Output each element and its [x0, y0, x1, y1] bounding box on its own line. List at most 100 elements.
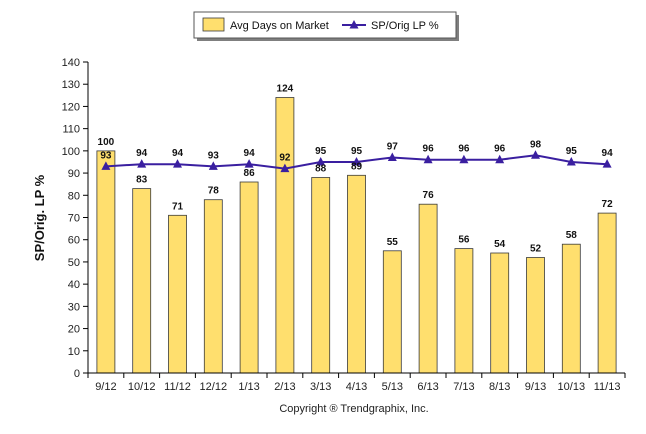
x-tick-label: 3/13 — [310, 381, 331, 393]
bar-value-label: 56 — [458, 235, 470, 246]
line-point-11/12 — [173, 159, 182, 168]
x-tick-label: 9/12 — [95, 381, 116, 393]
y-tick-label: 130 — [62, 79, 80, 91]
x-tick-label: 6/13 — [417, 381, 438, 393]
line-point-2/13 — [280, 163, 290, 173]
line-value-label: 96 — [494, 144, 506, 155]
bar-10/12 — [132, 188, 152, 374]
line-series — [101, 150, 612, 173]
bar-3/13 — [311, 177, 331, 374]
line-point-10/12 — [137, 159, 147, 168]
axes: 0 10 20 30 40 50 60 70 80 90 100 110 120 130 140 9/12 10… — [62, 57, 626, 393]
bar-9/13 — [526, 257, 545, 374]
line-value-label: 93 — [100, 150, 112, 161]
bar-value-label: 83 — [136, 175, 148, 186]
line-value-label: 94 — [244, 148, 256, 159]
line-point-3/13 — [316, 156, 326, 166]
line-value-label: 94 — [136, 148, 148, 159]
line-value-label: 95 — [566, 146, 578, 157]
bar-2/13 — [275, 97, 295, 374]
y-tick-label: 80 — [68, 190, 80, 202]
bar-11/13 — [597, 212, 617, 374]
x-tick-label: 1/13 — [238, 381, 259, 393]
line-point-1/13 — [244, 159, 254, 168]
x-tick-label: 5/13 — [382, 381, 403, 393]
bar-value-label: 58 — [566, 230, 578, 241]
x-tick-label: 4/13 — [346, 381, 367, 393]
line-point-9/12 — [101, 161, 111, 170]
bar-6/13 — [418, 203, 438, 374]
line-value-label: 96 — [423, 144, 435, 155]
bar-series — [96, 97, 617, 374]
x-tick-label: 8/13 — [489, 381, 510, 393]
legend: Avg Days on Market SP/Orig LP % — [193, 11, 459, 41]
line-value-label: 95 — [315, 146, 327, 157]
bar-10/13 — [561, 243, 581, 374]
line-point-10/13 — [566, 156, 576, 166]
bar-value-label: 100 — [98, 137, 115, 148]
line-value-label: 94 — [172, 148, 184, 159]
y-axis-label: SP/Orig. LP % — [32, 174, 47, 261]
y-tick-label: 10 — [68, 346, 80, 358]
legend-line-marker — [349, 20, 359, 29]
x-tick-label: 11/13 — [594, 381, 621, 393]
bar-7/13 — [454, 248, 474, 374]
bar-11/12 — [168, 214, 187, 374]
y-tick-label: 40 — [68, 279, 80, 291]
line-point-7/13 — [459, 154, 469, 164]
y-tick-label: 50 — [68, 257, 80, 269]
legend-bar-swatch — [202, 17, 225, 32]
bar-value-label: 86 — [244, 168, 256, 179]
bar-8/13 — [490, 252, 510, 374]
bar-12/12 — [203, 199, 223, 374]
legend-line-label: SP/Orig LP % — [371, 20, 439, 32]
y-tick-label: 120 — [62, 101, 80, 113]
x-tick-label: 12/12 — [200, 381, 228, 393]
copyright-text: Copyright ® Trendgraphix, Inc. — [279, 403, 428, 415]
y-tick-label: 90 — [68, 168, 80, 180]
y-tick-label: 140 — [62, 57, 80, 69]
bar-1/13 — [239, 181, 259, 374]
line-value-label: 94 — [602, 148, 614, 159]
line-point-12/12 — [208, 161, 218, 170]
y-tick-label: 110 — [62, 124, 80, 136]
x-tick-label: 2/13 — [274, 381, 295, 393]
bar-value-label: 71 — [172, 201, 184, 212]
bar-value-label: 78 — [208, 186, 220, 197]
line-point-11/13 — [602, 159, 612, 168]
y-tick-label: 30 — [68, 301, 80, 313]
bar-value-label: 55 — [387, 237, 399, 248]
line-point-9/13 — [531, 150, 540, 159]
bar-value-label: 89 — [351, 161, 363, 172]
bar-value-label: 124 — [277, 84, 294, 95]
line-point-6/13 — [423, 154, 433, 164]
x-tick-label: 7/13 — [453, 381, 474, 393]
x-tick-label: 10/12 — [128, 381, 156, 393]
legend-box — [193, 11, 457, 39]
line-value-label: 95 — [351, 146, 363, 157]
data-labels: 100 83 71 78 86 124 88 89 55 76 56 54 52 58 72 93 94 94 93… — [98, 84, 614, 255]
y-tick-label: 100 — [62, 146, 80, 158]
bar-4/13 — [347, 174, 366, 374]
line-value-label: 98 — [530, 139, 542, 150]
y-tick-label: 20 — [68, 324, 80, 336]
line-value-label: 92 — [279, 153, 291, 164]
bar-value-label: 76 — [423, 190, 435, 201]
line-value-label: 97 — [387, 142, 399, 153]
bar-value-label: 52 — [530, 243, 542, 254]
y-tick-label: 60 — [68, 235, 80, 247]
line-point-4/13 — [352, 156, 361, 166]
line-value-label: 93 — [208, 150, 220, 161]
line-value-label: 96 — [458, 144, 470, 155]
bar-value-label: 88 — [315, 164, 327, 175]
line-point-8/13 — [495, 154, 505, 164]
bar-value-label: 54 — [494, 239, 506, 250]
bar-5/13 — [382, 250, 402, 374]
x-tick-label: 10/13 — [558, 381, 586, 393]
line-point-5/13 — [387, 152, 397, 162]
bar-value-label: 72 — [602, 199, 614, 210]
x-tick-label: 9/13 — [525, 381, 546, 393]
legend-bar-label: Avg Days on Market — [230, 20, 329, 32]
